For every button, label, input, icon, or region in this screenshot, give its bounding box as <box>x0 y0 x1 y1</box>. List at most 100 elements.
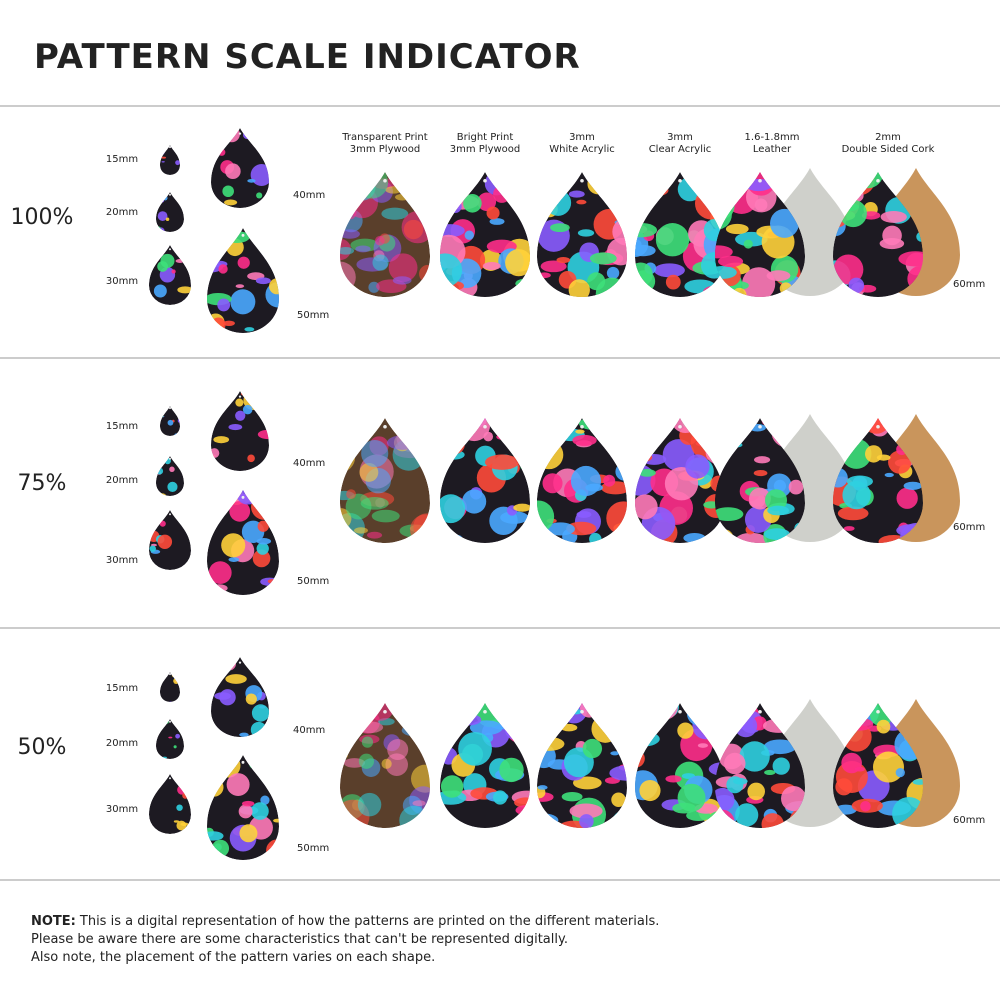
pattern-dot <box>493 790 508 805</box>
pattern-dot <box>353 527 368 534</box>
hole <box>241 760 245 764</box>
pattern-dot <box>463 194 482 213</box>
hole <box>383 709 387 714</box>
pattern-dot <box>854 766 865 772</box>
pattern-dot <box>715 245 733 259</box>
pattern-dot <box>665 775 682 783</box>
pattern-dot <box>575 429 585 434</box>
hole <box>876 709 880 714</box>
size-label: 30mm <box>106 804 138 815</box>
note-text: This is a digital representation of how … <box>79 914 659 929</box>
pattern-dot <box>835 778 853 796</box>
material-name: 3mm Plywood <box>350 144 421 155</box>
pattern-dot <box>568 279 590 297</box>
pattern-dot <box>242 800 255 807</box>
pattern-dot <box>749 487 771 510</box>
pattern-dot <box>230 289 256 315</box>
material-name: 3mm <box>569 132 595 143</box>
hole <box>169 777 171 780</box>
pattern-dot <box>566 521 597 536</box>
pattern-dot <box>697 743 709 748</box>
pattern-dot <box>361 736 374 748</box>
pattern-dot <box>540 260 567 273</box>
pattern-dot <box>556 256 571 264</box>
pattern-dot <box>576 199 587 205</box>
earring <box>211 128 269 208</box>
pattern-dot <box>346 489 357 500</box>
pattern-dot <box>229 500 251 522</box>
pattern-dot <box>222 185 234 198</box>
pattern-dot <box>171 269 176 274</box>
earring-body <box>160 145 180 175</box>
hole <box>758 178 762 183</box>
pattern-dot <box>568 190 585 198</box>
pattern-dot <box>412 800 426 807</box>
pattern-dot <box>572 776 602 790</box>
pattern-dot <box>550 223 570 233</box>
pattern-dot <box>221 533 246 558</box>
pattern-dot <box>842 480 871 510</box>
hole <box>238 395 242 398</box>
pattern-dot <box>462 489 487 514</box>
pattern-dot <box>872 751 904 783</box>
pattern-dot <box>228 423 243 431</box>
pattern-dot <box>788 479 804 495</box>
pattern-dot <box>239 824 258 843</box>
pattern-dot <box>250 164 269 186</box>
pattern-dot <box>735 532 767 543</box>
pattern-dot <box>245 693 257 705</box>
hole <box>483 178 487 183</box>
pattern-dot <box>715 507 744 522</box>
pattern-dot <box>355 245 371 253</box>
pattern-dot <box>665 274 681 290</box>
pattern-dot <box>761 813 784 828</box>
hole <box>238 132 242 135</box>
pattern-dot <box>860 800 871 812</box>
pattern-dot <box>833 254 864 285</box>
pattern-dot <box>161 161 165 163</box>
pattern-dot <box>228 557 240 563</box>
pattern-dot <box>268 278 279 295</box>
pattern-dot <box>464 230 474 240</box>
hole <box>169 146 171 149</box>
pattern-dot <box>638 469 656 477</box>
pattern-dot <box>653 263 685 278</box>
pattern-dot <box>610 751 620 756</box>
hole <box>169 720 171 723</box>
pattern-dot <box>165 217 170 221</box>
pattern-dot <box>357 792 382 817</box>
note-label: NOTE: <box>31 914 76 929</box>
pattern-dot <box>173 820 180 823</box>
hole <box>238 661 242 664</box>
pattern-dot <box>225 674 247 684</box>
pattern-dot <box>235 410 246 421</box>
pattern-dot <box>735 803 759 827</box>
pattern-dot <box>225 163 241 179</box>
pattern-dot <box>753 469 768 477</box>
material-name: White Acrylic <box>549 144 615 155</box>
note-line: Also note, the placement of the pattern … <box>31 950 435 965</box>
earring <box>537 172 627 297</box>
title: PATTERN SCALE INDICATOR <box>34 37 581 77</box>
pattern-dot <box>238 804 253 819</box>
pattern-dot <box>572 434 597 446</box>
pattern-dot <box>273 818 279 823</box>
pattern-dot <box>153 284 167 298</box>
hole <box>678 424 682 429</box>
pattern-dot <box>577 229 595 237</box>
pattern-dot <box>537 785 548 790</box>
pattern-dot <box>157 261 168 272</box>
pattern-dot <box>176 804 183 811</box>
pattern-dot <box>569 803 603 819</box>
scale-label: 50% <box>18 735 67 760</box>
pattern-dot <box>837 506 869 521</box>
pattern-dot <box>392 276 412 285</box>
pattern-dot <box>718 255 744 268</box>
pattern-dot <box>345 493 372 520</box>
pattern-dot <box>603 474 616 487</box>
material-name: Leather <box>753 144 792 155</box>
pattern-dot <box>865 445 883 463</box>
material-name: Clear Acrylic <box>649 144 712 155</box>
scale-label: 75% <box>18 471 67 496</box>
pattern-dot <box>217 298 231 312</box>
